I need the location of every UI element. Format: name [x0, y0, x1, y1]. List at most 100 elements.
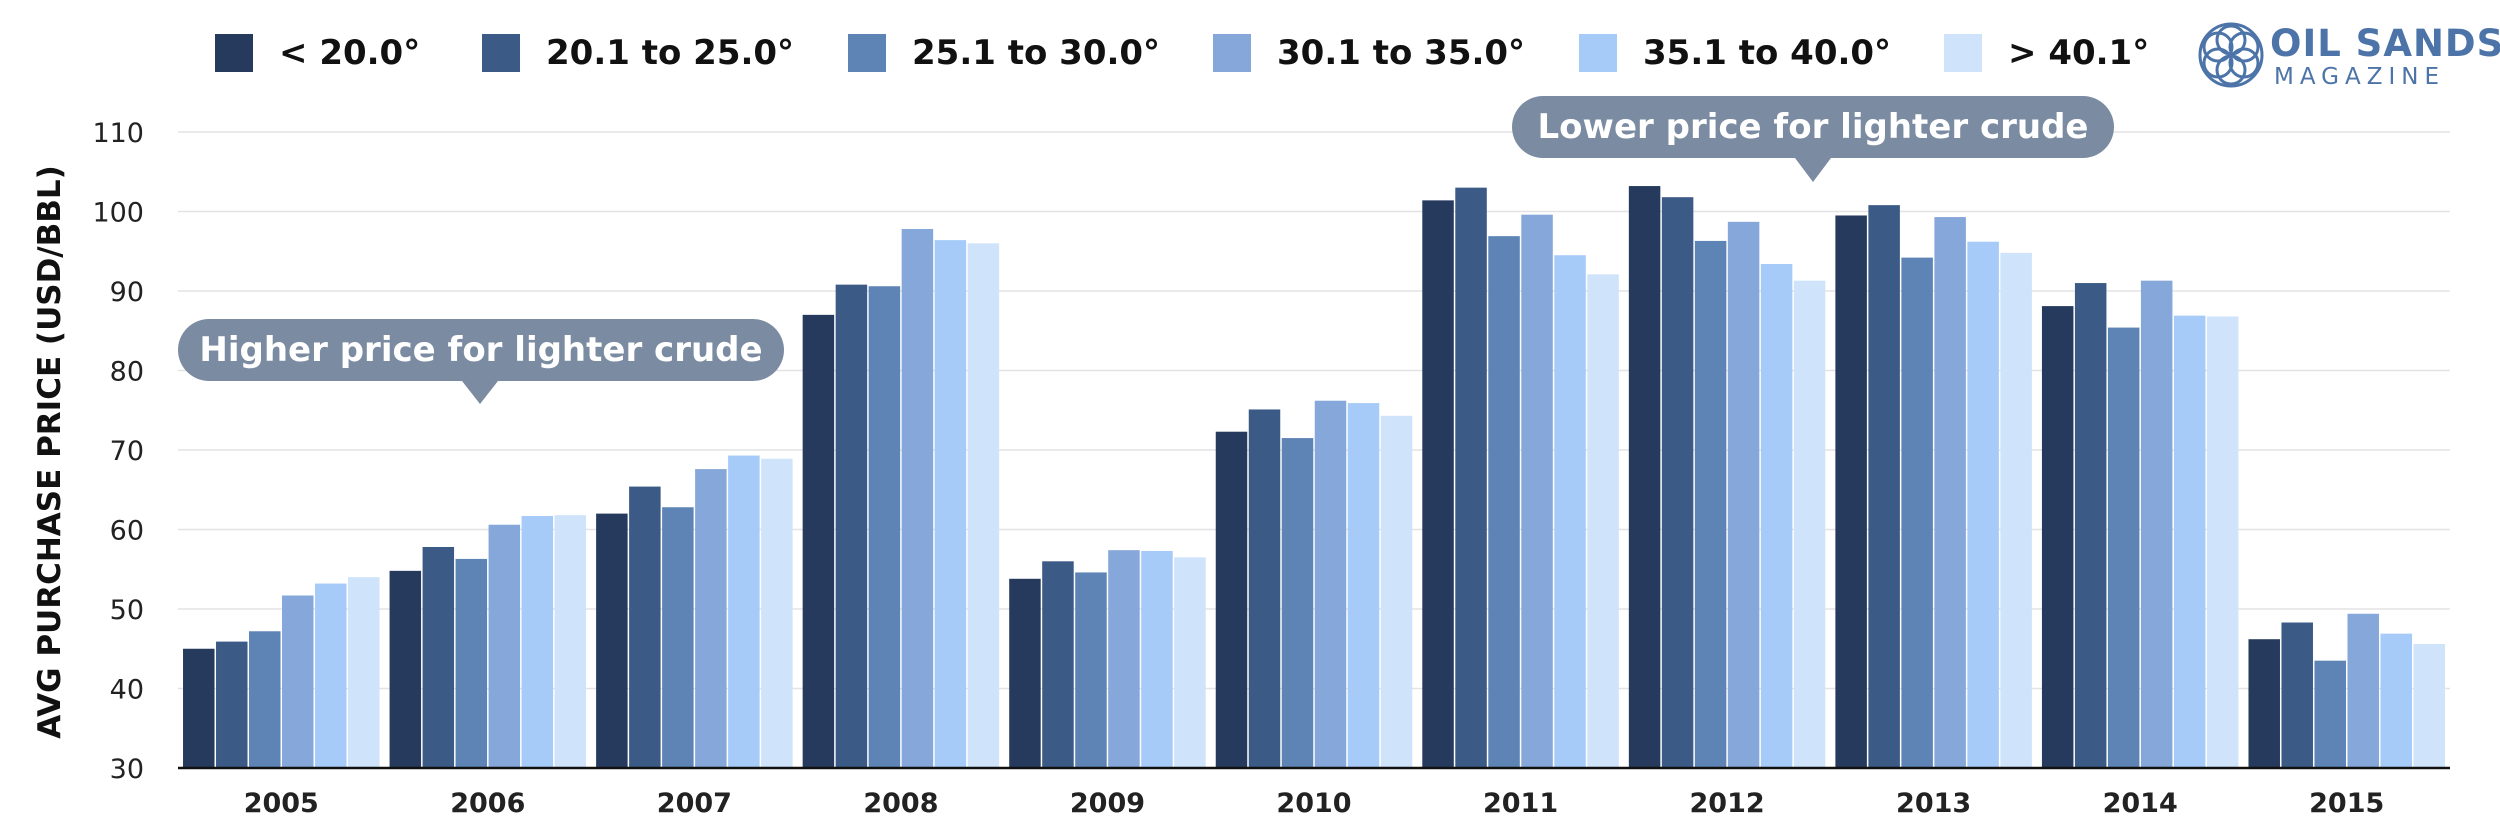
bar-2012-series-6 — [1793, 280, 1826, 768]
callout-text: Lower price for lighter crude — [1538, 107, 2089, 147]
bar-2006-series-3 — [455, 558, 488, 768]
bar-2009-series-2 — [1042, 561, 1074, 768]
bar-2008-series-3 — [868, 286, 901, 768]
bar-2015-series-3 — [2314, 660, 2346, 768]
bar-2014-series-4 — [2140, 280, 2173, 768]
bar-2010-series-5 — [1347, 403, 1380, 768]
bar-2008-series-5 — [934, 240, 967, 768]
callout-box — [178, 319, 784, 381]
x-tick-label: 2010 — [1276, 788, 1351, 819]
bar-2010-series-2 — [1248, 409, 1281, 768]
bar-2010-series-6 — [1380, 415, 1413, 768]
bar-2015-series-6 — [2413, 643, 2445, 768]
legend-swatch-1 — [215, 34, 253, 72]
logo-line2: MAGAZINE — [2274, 64, 2446, 90]
bar-2005-series-4 — [282, 595, 314, 768]
y-axis-title: AVG PURCHASE PRICE (USD/BBL) — [32, 165, 68, 739]
y-tick-label: 100 — [92, 198, 144, 229]
bar-2012-series-4 — [1727, 221, 1760, 768]
bar-2013-series-2 — [1868, 205, 1900, 768]
legend-swatch-4 — [1213, 34, 1251, 72]
bar-2005-series-1 — [183, 648, 215, 768]
y-tick-label: 50 — [110, 595, 144, 626]
x-tick-label: 2009 — [1070, 788, 1145, 819]
bar-2014-series-3 — [2107, 327, 2140, 768]
bar-2011-series-4 — [1521, 214, 1553, 768]
legend-label-4: 30.1 to 35.0° — [1277, 33, 1525, 73]
bar-2007-series-1 — [596, 513, 628, 768]
bar-2005-series-6 — [348, 577, 380, 768]
bar-2006-series-2 — [422, 546, 455, 768]
bar-2007-series-5 — [728, 455, 760, 768]
y-tick-label: 30 — [110, 754, 144, 785]
bar-2009-series-1 — [1009, 578, 1041, 768]
bar-2014-series-5 — [2173, 315, 2206, 768]
legend-swatch-3 — [848, 34, 886, 72]
bar-2012-series-2 — [1661, 197, 1694, 768]
bar-2009-series-5 — [1141, 550, 1173, 768]
bar-2005-series-3 — [249, 631, 281, 768]
bar-2006-series-4 — [488, 524, 521, 768]
x-tick-label: 2007 — [657, 788, 732, 819]
bar-2015-series-1 — [2248, 639, 2280, 768]
bar-2009-series-3 — [1075, 572, 1107, 768]
legend-label-1: < 20.0° — [279, 33, 420, 73]
callout-pointer — [1795, 158, 1831, 182]
bar-2012-series-5 — [1760, 263, 1793, 768]
bar-2013-series-1 — [1835, 215, 1867, 769]
legend-label-2: 20.1 to 25.0° — [546, 33, 794, 73]
legend-label-3: 25.1 to 30.0° — [912, 33, 1160, 73]
x-tick-label: 2008 — [863, 788, 938, 819]
bar-2012-series-3 — [1694, 240, 1727, 769]
bar-2011-series-1 — [1422, 200, 1454, 768]
y-tick-label: 90 — [110, 277, 144, 308]
bar-2007-series-2 — [629, 486, 661, 768]
logo-line1: OIL SANDS — [2270, 22, 2500, 65]
bar-2006-series-1 — [389, 570, 422, 768]
bar-2010-series-1 — [1215, 431, 1248, 768]
bar-2013-series-4 — [1934, 217, 1966, 768]
y-tick-label: 70 — [110, 436, 144, 467]
legend-swatch-2 — [482, 34, 520, 72]
y-tick-label: 40 — [110, 675, 144, 706]
x-tick-label: 2012 — [1690, 788, 1765, 819]
x-tick-label: 2006 — [450, 788, 525, 819]
legend: < 20.0° 20.1 to 25.0° 25.1 to 30.0° 30.1 to… — [215, 33, 2149, 73]
legend-swatch-6 — [1944, 34, 1982, 72]
x-tick-label: 2014 — [2103, 788, 2178, 819]
callout-pointer — [462, 381, 498, 404]
bar-2009-series-6 — [1174, 557, 1206, 768]
bar-2008-series-6 — [967, 243, 1000, 769]
logo-flower-icon — [2198, 22, 2264, 88]
bar-2015-series-4 — [2347, 613, 2379, 768]
bar-2014-series-6 — [2206, 316, 2239, 768]
y-tick-label: 80 — [110, 357, 144, 388]
bar-2013-series-5 — [1967, 241, 1999, 768]
bar-2010-series-4 — [1314, 400, 1347, 768]
bar-2014-series-1 — [2041, 306, 2074, 768]
bar-2011-series-2 — [1455, 187, 1487, 768]
bar-2011-series-5 — [1554, 255, 1586, 769]
callout-text: Higher price for lighter crude — [199, 330, 762, 370]
bar-2008-series-1 — [802, 314, 835, 768]
y-tick-label: 60 — [110, 516, 144, 547]
bar-2007-series-3 — [662, 507, 694, 768]
bar-2006-series-6 — [554, 515, 587, 768]
bar-2008-series-2 — [835, 284, 868, 768]
x-tick-label: 2011 — [1483, 788, 1558, 819]
legend-label-6: > 40.1° — [2008, 33, 2149, 73]
x-tick-label: 2005 — [244, 788, 319, 819]
bars — [183, 186, 2445, 769]
bar-2015-series-5 — [2380, 633, 2412, 768]
x-tick-label: 2015 — [2309, 788, 2384, 819]
bar-2011-series-3 — [1488, 236, 1520, 768]
bar-2006-series-5 — [521, 515, 554, 768]
bar-2012-series-1 — [1628, 186, 1661, 768]
x-tick-label: 2013 — [1896, 788, 1971, 819]
bar-2013-series-3 — [1901, 257, 1933, 768]
bar-2008-series-4 — [901, 228, 934, 769]
bar-2005-series-5 — [315, 583, 347, 768]
bar-2015-series-2 — [2281, 622, 2313, 768]
annotation-callout-1: Higher price for lighter crude — [178, 319, 784, 404]
